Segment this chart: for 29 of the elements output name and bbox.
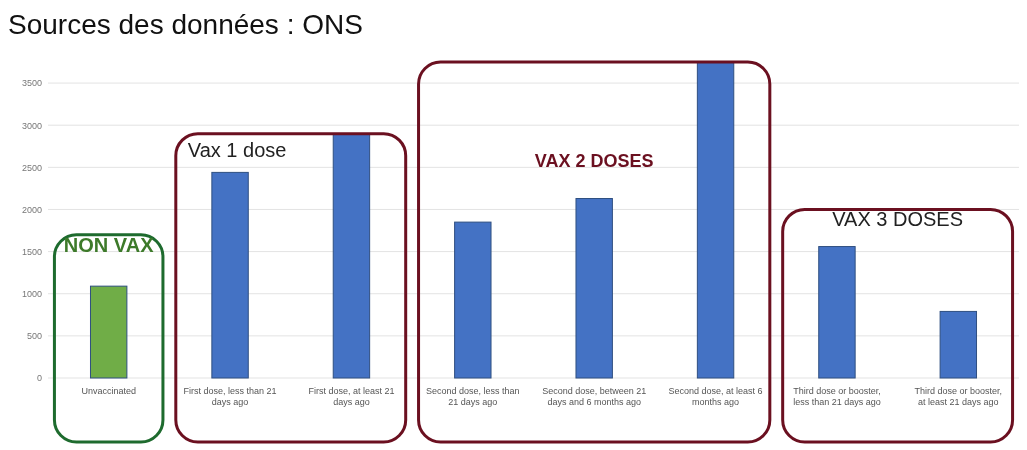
chart-title: Sources des données : ONS xyxy=(8,9,363,40)
annotation: Vax 1 dose xyxy=(187,139,287,162)
bar xyxy=(89,285,128,379)
y-tick-label: 2000 xyxy=(21,204,42,215)
x-tick-label: Third dose or booster, less than 21 days ago xyxy=(793,386,881,407)
y-tick-label: 2500 xyxy=(21,162,42,173)
y-tick-label: 1000 xyxy=(21,289,42,300)
x-tick-label: Second dose, less than 21 days ago xyxy=(426,386,520,407)
bar xyxy=(211,171,249,379)
y-tick-label: 3000 xyxy=(21,120,42,131)
annotation: VAX 2 DOSES xyxy=(534,151,654,172)
bar xyxy=(818,246,856,379)
x-tick-label: Third dose or booster, at least 21 days ago xyxy=(914,386,1003,407)
x-tick-label: Unvaccinated xyxy=(81,386,136,396)
x-tick-label: First dose, less than 21 days ago xyxy=(183,386,277,407)
bar xyxy=(332,133,371,379)
bar xyxy=(696,61,735,379)
y-tick-label: 0 xyxy=(36,373,42,384)
annotation: NON VAX xyxy=(63,233,155,256)
x-tick-label: First dose, at least 21 days ago xyxy=(308,386,395,407)
y-tick-label: 1500 xyxy=(21,246,42,257)
bar xyxy=(939,310,978,379)
bar xyxy=(575,198,613,379)
annotation: VAX 3 DOSES xyxy=(832,208,964,231)
bar xyxy=(454,221,492,379)
x-tick-label: Second dose, at least 6 months ago xyxy=(668,386,763,407)
y-tick-label: 500 xyxy=(26,331,42,342)
y-tick-label: 3500 xyxy=(21,78,42,89)
x-tick-label: Second dose, between 21 days and 6 months ago xyxy=(542,386,647,407)
